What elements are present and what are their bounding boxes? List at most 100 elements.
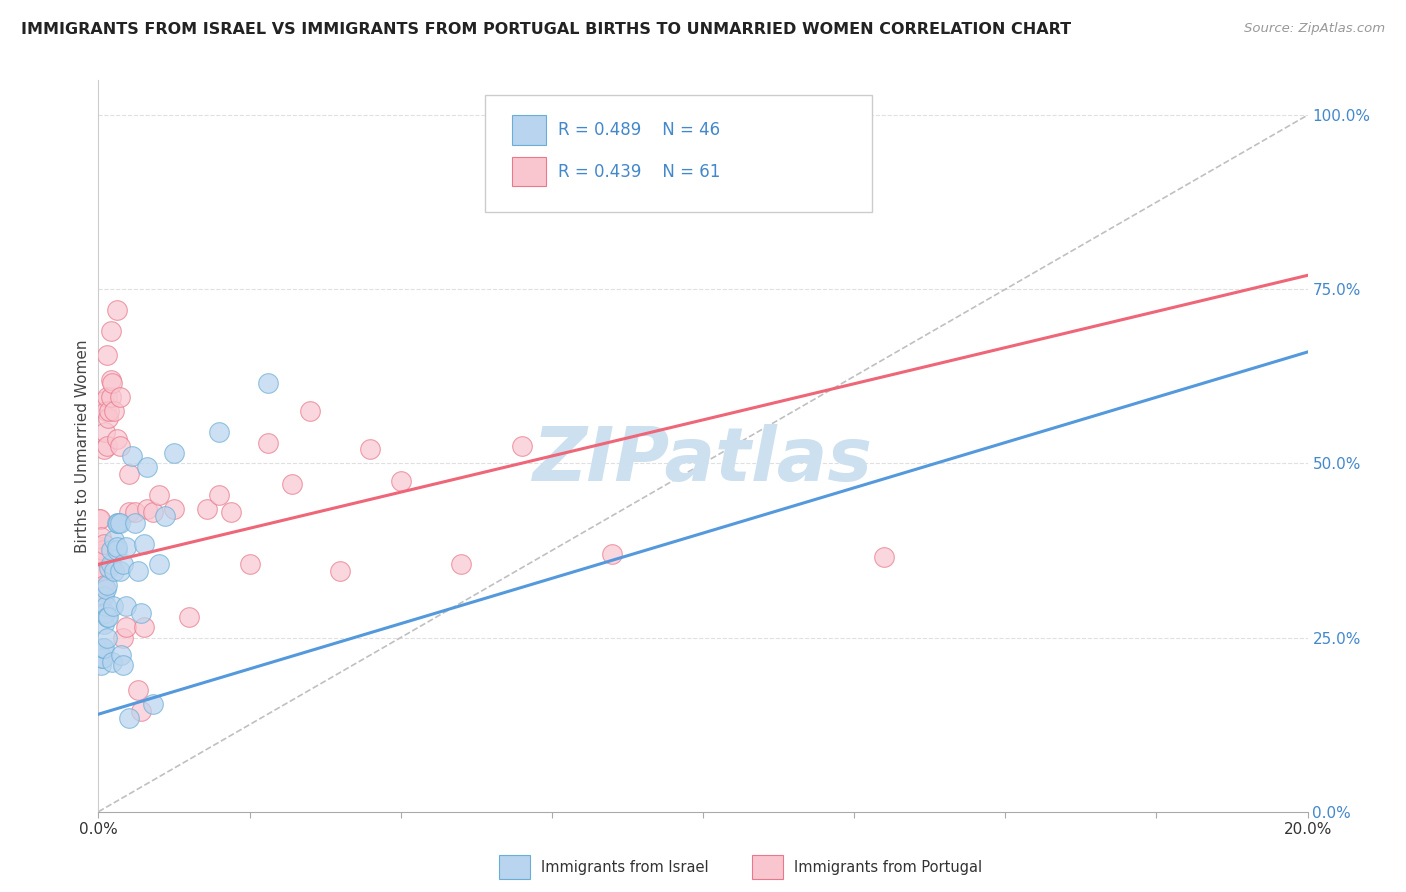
Point bbox=[96, 439, 118, 453]
Point bbox=[360, 442, 382, 457]
Point bbox=[90, 561, 112, 575]
Text: R = 0.439    N = 61: R = 0.439 N = 61 bbox=[558, 162, 720, 181]
Point bbox=[105, 543, 128, 558]
Point bbox=[299, 404, 322, 418]
Point bbox=[96, 609, 118, 624]
Point bbox=[100, 324, 122, 338]
Point bbox=[389, 474, 412, 488]
Point bbox=[114, 540, 136, 554]
Point bbox=[87, 596, 110, 610]
Point bbox=[127, 565, 149, 579]
Point bbox=[87, 540, 110, 554]
Point bbox=[256, 435, 278, 450]
Point bbox=[118, 505, 141, 519]
Point bbox=[127, 682, 149, 697]
Point bbox=[195, 501, 218, 516]
Point bbox=[114, 599, 136, 614]
Point bbox=[94, 404, 117, 418]
Point bbox=[108, 439, 131, 453]
Point bbox=[93, 578, 115, 592]
Point bbox=[135, 501, 157, 516]
Point bbox=[129, 606, 152, 620]
Point bbox=[135, 459, 157, 474]
Point bbox=[329, 565, 352, 579]
Point bbox=[93, 393, 115, 408]
Point bbox=[103, 565, 125, 579]
Point bbox=[100, 390, 122, 404]
Point bbox=[103, 533, 125, 547]
Point bbox=[100, 376, 122, 391]
Point bbox=[93, 640, 115, 655]
Text: Immigrants from Israel: Immigrants from Israel bbox=[541, 860, 709, 874]
Point bbox=[97, 609, 120, 624]
Text: Source: ZipAtlas.com: Source: ZipAtlas.com bbox=[1244, 22, 1385, 36]
Point bbox=[107, 516, 129, 530]
Point bbox=[124, 505, 146, 519]
Point bbox=[91, 543, 114, 558]
Point bbox=[103, 404, 125, 418]
Point bbox=[239, 558, 262, 572]
Point bbox=[98, 404, 121, 418]
Point bbox=[111, 631, 134, 645]
Point bbox=[91, 565, 114, 579]
Bar bbox=[512, 157, 546, 186]
Point bbox=[105, 540, 128, 554]
Point bbox=[100, 543, 122, 558]
Point bbox=[93, 616, 115, 631]
Y-axis label: Births to Unmarried Women: Births to Unmarried Women bbox=[75, 339, 90, 553]
Point bbox=[90, 547, 112, 561]
Point bbox=[96, 348, 118, 362]
Point bbox=[91, 640, 114, 655]
Point bbox=[91, 651, 114, 665]
Point bbox=[132, 536, 155, 550]
Point bbox=[163, 446, 186, 460]
Point bbox=[221, 505, 243, 519]
Point bbox=[873, 550, 896, 565]
Point bbox=[108, 516, 131, 530]
Point bbox=[114, 620, 136, 634]
Point bbox=[93, 442, 115, 457]
Point bbox=[142, 697, 165, 711]
Point bbox=[100, 558, 122, 572]
Point bbox=[129, 704, 152, 718]
Point bbox=[510, 439, 533, 453]
Point bbox=[121, 450, 143, 464]
Point bbox=[153, 508, 176, 523]
Point bbox=[91, 565, 114, 579]
Point bbox=[96, 631, 118, 645]
Point bbox=[105, 516, 128, 530]
Text: IMMIGRANTS FROM ISRAEL VS IMMIGRANTS FROM PORTUGAL BIRTHS TO UNMARRIED WOMEN COR: IMMIGRANTS FROM ISRAEL VS IMMIGRANTS FRO… bbox=[21, 22, 1071, 37]
Point bbox=[108, 390, 131, 404]
Point bbox=[148, 558, 170, 572]
Point bbox=[89, 561, 111, 575]
Point bbox=[118, 467, 141, 481]
Text: ZIPatlas: ZIPatlas bbox=[533, 424, 873, 497]
Bar bbox=[512, 115, 546, 145]
Point bbox=[96, 578, 118, 592]
Point bbox=[94, 425, 117, 439]
Point bbox=[100, 373, 122, 387]
Point bbox=[89, 648, 111, 662]
Point bbox=[90, 530, 112, 544]
Point bbox=[450, 558, 472, 572]
FancyBboxPatch shape bbox=[485, 95, 872, 212]
Point bbox=[93, 536, 115, 550]
Point bbox=[89, 512, 111, 526]
Point bbox=[148, 488, 170, 502]
Point bbox=[142, 505, 165, 519]
Point bbox=[91, 550, 114, 565]
Point bbox=[105, 432, 128, 446]
Point bbox=[90, 658, 112, 673]
Point bbox=[208, 488, 231, 502]
Point bbox=[208, 425, 231, 439]
Point bbox=[94, 606, 117, 620]
Point bbox=[602, 547, 624, 561]
Point bbox=[94, 599, 117, 614]
Point bbox=[108, 565, 131, 579]
Point bbox=[179, 609, 201, 624]
Point bbox=[87, 512, 110, 526]
Point bbox=[96, 390, 118, 404]
Point bbox=[256, 376, 278, 391]
Point bbox=[101, 599, 124, 614]
Point bbox=[97, 561, 120, 575]
